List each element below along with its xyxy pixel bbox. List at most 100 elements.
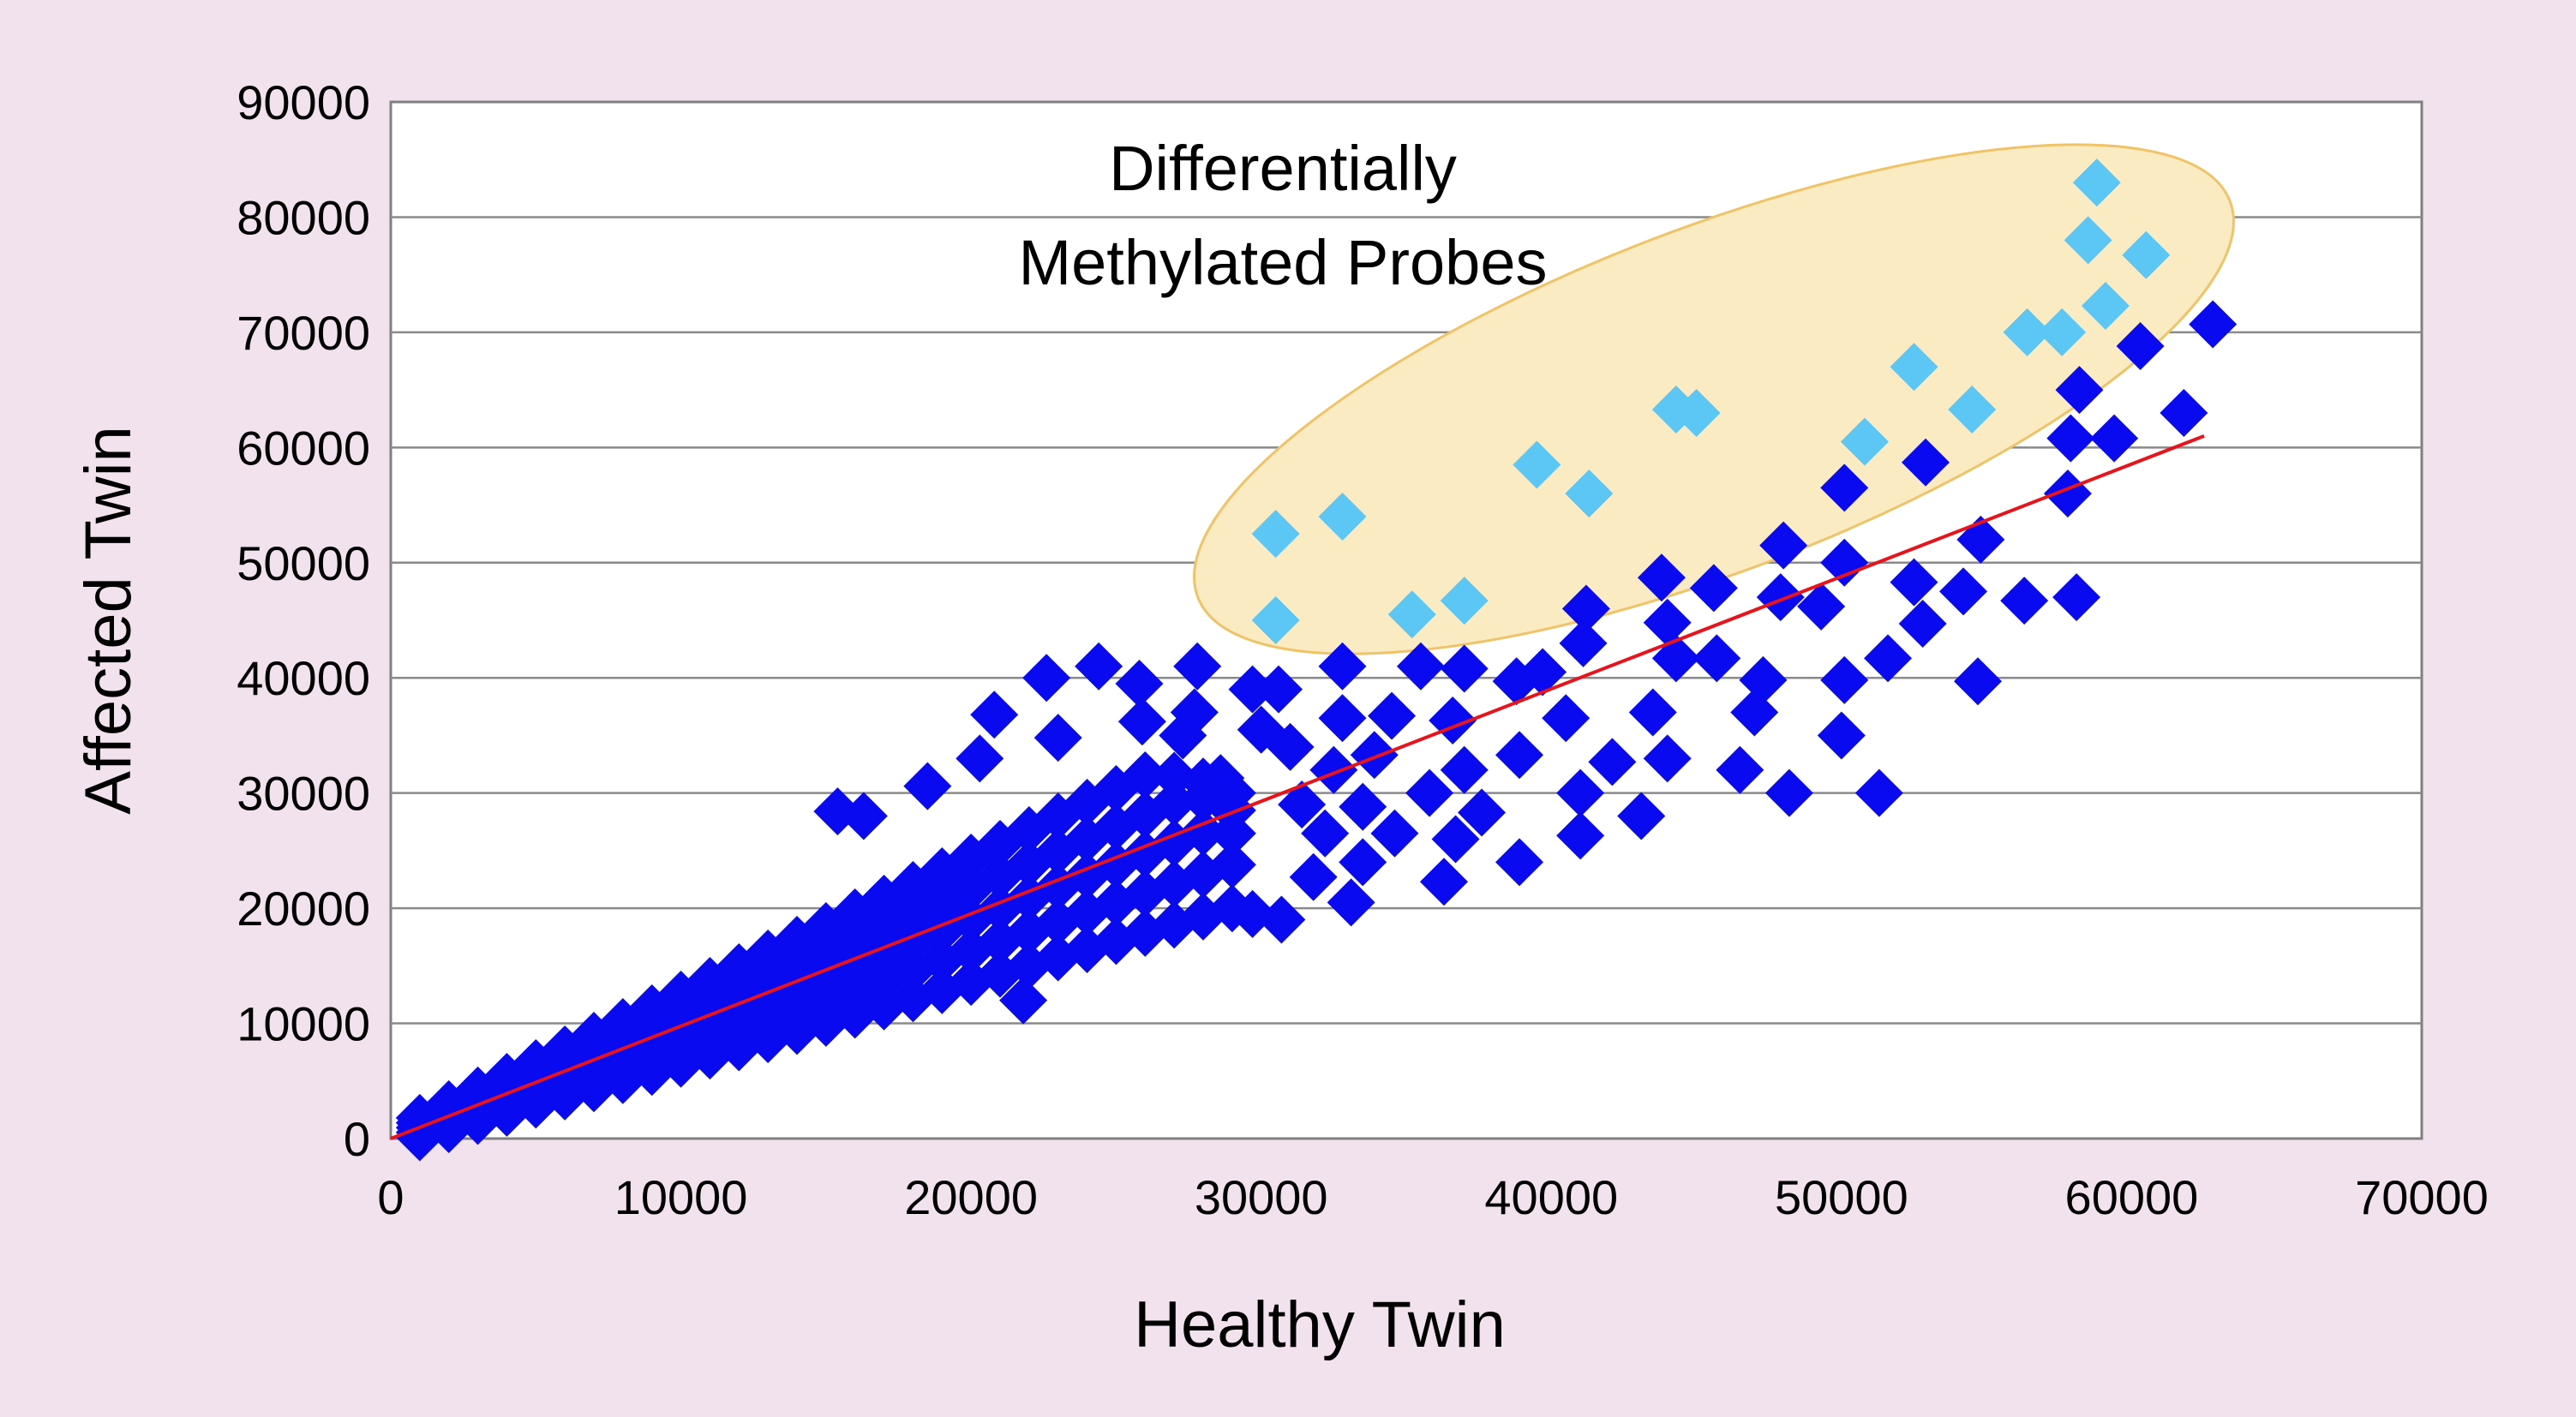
probe-point: [1350, 731, 1399, 780]
annotation-line-2: Methylated Probes: [1018, 227, 1547, 298]
probe-point: [1458, 788, 1507, 837]
probe-point: [1643, 598, 1692, 647]
probe-point: [1864, 634, 1913, 683]
probe-point: [1559, 619, 1608, 667]
x-tick-label: 10000: [614, 1170, 748, 1224]
probe-point: [1327, 878, 1375, 927]
differential-probe-point: [1890, 343, 1938, 392]
probe-point: [1939, 567, 1988, 616]
y-axis-title: Affected Twin: [72, 426, 145, 814]
probe-point: [1617, 792, 1666, 840]
probe-point: [2046, 414, 2095, 463]
probe-point: [1318, 694, 1367, 743]
x-axis-ticks: 0 10000 20000 30000 40000 50000 60000 70000: [377, 1170, 2488, 1224]
probe-point: [1820, 463, 1869, 512]
probe-point: [1890, 558, 1938, 607]
probe-point: [1196, 754, 1245, 803]
annotation-line-1: Differentially: [1109, 133, 1457, 204]
probe-point: [1368, 691, 1417, 740]
probe-point: [1953, 657, 2002, 706]
probe-point: [1556, 768, 1605, 817]
probe-point: [1556, 811, 1605, 860]
probe-point: [1902, 438, 1950, 487]
differential-probe-point: [1672, 389, 1721, 437]
probe-point: [2090, 414, 2139, 463]
probe-point: [2189, 300, 2238, 349]
y-tick-label: 60000: [237, 421, 370, 475]
probe-point: [1588, 738, 1637, 786]
y-tick-label: 40000: [237, 651, 370, 705]
differential-probe-point: [2003, 308, 2052, 356]
probe-point: [1115, 659, 1164, 708]
probe-point: [1370, 809, 1419, 858]
y-tick-label: 10000: [237, 997, 370, 1051]
probe-point: [1339, 838, 1387, 887]
probe-point: [1689, 564, 1738, 613]
probe-point: [1495, 838, 1544, 887]
probe-point: [839, 792, 888, 840]
differential-probe-point: [1513, 440, 1561, 489]
differential-probe-point: [2081, 281, 2130, 330]
x-axis-title: Healthy Twin: [1134, 1288, 1506, 1361]
probe-point: [2055, 366, 2104, 415]
probe-point: [1692, 634, 1741, 683]
probe-point: [1820, 655, 1869, 704]
differential-probe-point: [2122, 230, 2171, 279]
probe-point: [1898, 600, 1947, 649]
probe-point: [1628, 688, 1677, 737]
x-tick-label: 60000: [2065, 1170, 2199, 1224]
differential-probe-point: [1251, 510, 1300, 559]
probe-point: [1820, 538, 1869, 587]
x-tick-label: 30000: [1195, 1170, 1328, 1224]
probe-point: [1495, 731, 1544, 780]
probe-point: [1173, 642, 1222, 691]
probe-point: [1301, 809, 1350, 858]
x-tick-label: 70000: [2355, 1170, 2489, 1224]
differential-probe-point: [1948, 385, 1997, 433]
probe-point: [956, 734, 1004, 783]
probe-point: [1759, 521, 1808, 570]
y-tick-label: 80000: [237, 190, 370, 244]
x-tick-label: 0: [377, 1170, 404, 1224]
differential-probe-point: [1318, 493, 1367, 541]
probe-point: [1492, 657, 1541, 706]
probe-point: [1237, 705, 1285, 754]
x-tick-label: 40000: [1484, 1170, 1618, 1224]
probe-point: [1431, 815, 1480, 864]
differential-probe-point: [1840, 417, 1889, 466]
probe-point: [1255, 665, 1303, 714]
probe-point: [1309, 745, 1358, 794]
probe-point: [1075, 642, 1123, 691]
probe-point: [903, 762, 952, 810]
probe-point: [2116, 322, 2165, 371]
probe-point: [2000, 577, 2049, 625]
differential-probe-point: [2072, 158, 2121, 207]
probe-point: [1318, 642, 1367, 691]
probe-point: [1637, 553, 1686, 602]
probe-point: [1228, 665, 1277, 714]
probe-point: [1542, 694, 1591, 743]
x-tick-label: 20000: [904, 1170, 1038, 1224]
probe-point: [1022, 654, 1071, 703]
probe-point: [1817, 711, 1866, 760]
y-tick-label: 50000: [237, 536, 370, 590]
probe-point: [1440, 644, 1489, 693]
probe-point: [1440, 745, 1489, 794]
trend-line: [390, 434, 2205, 1140]
y-tick-label: 70000: [237, 306, 370, 360]
probe-point: [1854, 768, 1903, 817]
probe-point: [1159, 711, 1207, 760]
y-tick-label: 90000: [237, 75, 370, 129]
probe-point: [1756, 573, 1805, 622]
probe-point: [1228, 889, 1277, 938]
probe-point: [1150, 778, 1199, 827]
y-axis-ticks: 0 10000 20000 30000 40000 50000 60000 70000 8000…: [237, 75, 370, 1166]
probe-point: [2052, 573, 2101, 622]
differential-probe-point: [2064, 216, 2112, 265]
probe-point: [999, 976, 1048, 1025]
differential-probe-point: [1387, 590, 1436, 639]
probe-point: [1339, 782, 1387, 831]
y-tick-label: 0: [344, 1112, 370, 1166]
y-tick-label: 20000: [237, 882, 370, 936]
